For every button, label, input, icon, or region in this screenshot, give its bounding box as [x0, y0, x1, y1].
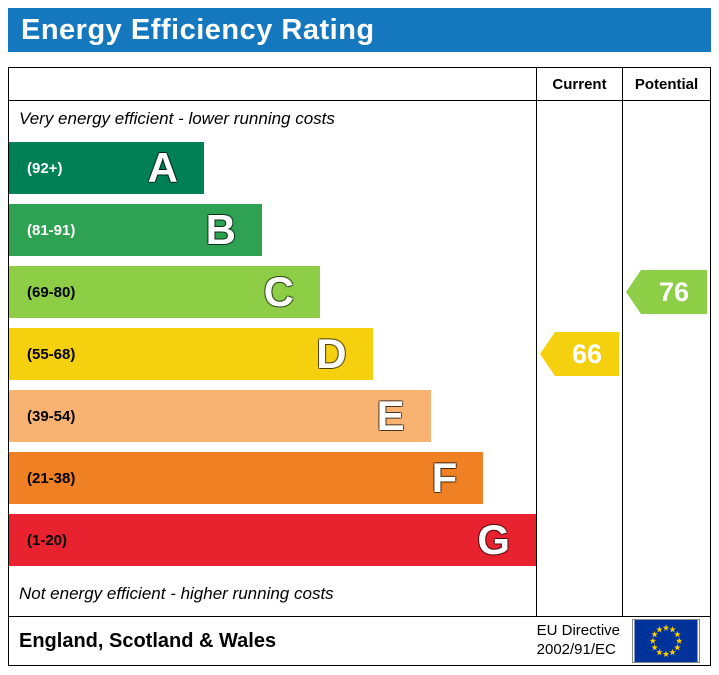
pointer-tip-icon — [626, 270, 641, 314]
rating-table: Current Potential Very energy efficient … — [8, 67, 711, 666]
band-letter: E — [376, 392, 405, 439]
band-bar-a: (92+) A — [9, 142, 204, 194]
eu-flag-icon — [632, 619, 700, 663]
bottom-note: Not energy efficient - higher running co… — [19, 583, 334, 603]
band-row-f: (21-38) F — [9, 447, 536, 509]
band-bar-c: (69-80) C — [9, 266, 320, 318]
band-row-d: (55-68) D — [9, 323, 536, 385]
header-spacer — [9, 68, 536, 100]
band-range: (81-91) — [27, 221, 76, 239]
band-range: (39-54) — [27, 407, 76, 425]
eu-directive-line2: 2002/91/EC — [536, 641, 616, 658]
current-column: 66 — [536, 101, 622, 616]
pointer-current: 66 — [540, 332, 619, 376]
table-body: Very energy efficient - lower running co… — [9, 101, 710, 617]
band-letter: D — [316, 330, 347, 377]
band-bar-e: (39-54) E — [9, 390, 431, 442]
band-letter: A — [147, 144, 178, 191]
band-chart: Very energy efficient - lower running co… — [9, 101, 536, 616]
band-letter: B — [205, 206, 236, 253]
band-letter: G — [477, 516, 510, 563]
band-row-a: (92+) A — [9, 137, 536, 199]
header-potential: Potential — [622, 68, 710, 100]
pointer-potential: 76 — [626, 270, 707, 314]
page-title: Energy Efficiency Rating — [8, 8, 711, 52]
top-note: Very energy efficient - lower running co… — [19, 109, 335, 128]
band-row-b: (81-91) B — [9, 199, 536, 261]
table-header: Current Potential — [9, 68, 710, 101]
band-bar-d: (55-68) D — [9, 328, 373, 380]
table-footer: England, Scotland & Wales EU Directive 2… — [9, 617, 710, 665]
band-bar-g: (1-20) G — [9, 514, 536, 566]
eu-directive-label: EU Directive 2002/91/EC — [537, 622, 620, 660]
band-letter: C — [263, 268, 294, 315]
band-row-e: (39-54) E — [9, 385, 536, 447]
region-label: England, Scotland & Wales — [19, 629, 277, 652]
header-current: Current — [536, 68, 622, 100]
band-range: (55-68) — [27, 345, 76, 363]
band-range: (21-38) — [27, 469, 76, 487]
potential-value: 76 — [641, 270, 707, 314]
band-letter: F — [431, 454, 458, 501]
band-bar-f: (21-38) F — [9, 452, 484, 504]
band-row-c: (69-80) C — [9, 261, 536, 323]
potential-column: 76 — [622, 101, 710, 616]
band-range: (1-20) — [27, 531, 68, 549]
band-range: (69-80) — [27, 283, 76, 301]
pointer-tip-icon — [540, 332, 555, 376]
eu-directive-line1: EU Directive — [536, 622, 620, 640]
band-row-g: (1-20) G — [9, 509, 536, 571]
current-value: 66 — [555, 332, 619, 376]
band-bar-b: (81-91) B — [9, 204, 262, 256]
band-range: (92+) — [27, 159, 63, 177]
